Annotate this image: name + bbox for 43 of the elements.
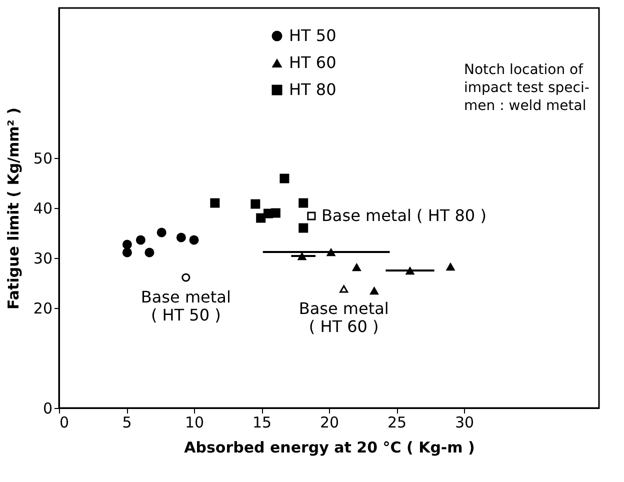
point — [369, 286, 379, 295]
point — [156, 228, 166, 238]
x-tick-label: 15 — [252, 414, 272, 432]
y-tick-label: 0 — [42, 400, 52, 418]
point — [340, 285, 348, 293]
x-tick-label: 5 — [122, 414, 132, 432]
y-tick-label: 40 — [33, 200, 52, 218]
point — [446, 262, 456, 271]
point — [176, 232, 186, 242]
point — [405, 266, 415, 275]
x-axis-title: Absorbed energy at 20 °C ( Kg-m ) — [184, 438, 475, 456]
annotation: Base metal ( HT 60 ) — [298, 299, 389, 336]
annotation: Base metal ( HT 50 ) — [140, 288, 231, 324]
point — [250, 199, 260, 209]
point — [297, 252, 307, 260]
legend-label: HT 60 — [289, 53, 336, 72]
point — [144, 248, 154, 258]
point — [298, 198, 308, 208]
y-tick-label: 30 — [33, 250, 52, 268]
point — [122, 248, 132, 258]
annotation: Notch location of impact test speci- men : weld metal — [464, 62, 590, 114]
point — [210, 198, 220, 208]
x-tick-label: 10 — [184, 414, 204, 432]
y-axis-title: Fatigue limit ( Kg/mm² ) — [4, 108, 22, 310]
x-tick-label: 0 — [60, 414, 70, 432]
point — [189, 235, 199, 245]
x-tick-label: 25 — [387, 414, 407, 432]
legend-label: HT 50 — [289, 26, 336, 45]
point — [298, 223, 308, 233]
y-tick-label: 50 — [33, 150, 52, 168]
x-tick-label: 30 — [454, 414, 474, 432]
point — [136, 235, 146, 245]
point — [182, 273, 190, 282]
annotation: Base metal ( HT 80 ) — [321, 206, 486, 225]
x-tick-label: 20 — [320, 414, 340, 432]
point — [307, 212, 316, 220]
point — [326, 248, 336, 256]
point — [270, 208, 280, 218]
point — [352, 262, 362, 272]
legend-label: HT 80 — [289, 80, 336, 99]
point — [122, 240, 132, 250]
point — [280, 174, 290, 184]
y-tick-label: 20 — [33, 300, 52, 318]
